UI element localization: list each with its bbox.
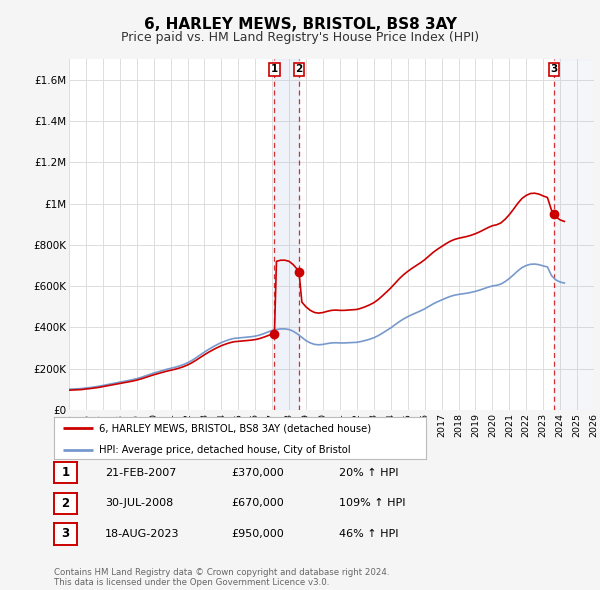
Text: 30-JUL-2008: 30-JUL-2008 (105, 499, 173, 508)
Text: 21-FEB-2007: 21-FEB-2007 (105, 468, 176, 477)
Text: 6, HARLEY MEWS, BRISTOL, BS8 3AY (detached house): 6, HARLEY MEWS, BRISTOL, BS8 3AY (detach… (98, 424, 371, 434)
Text: 20% ↑ HPI: 20% ↑ HPI (339, 468, 398, 477)
Text: 18-AUG-2023: 18-AUG-2023 (105, 529, 179, 539)
Text: 3: 3 (550, 64, 557, 74)
Text: 46% ↑ HPI: 46% ↑ HPI (339, 529, 398, 539)
Text: 1: 1 (61, 466, 70, 479)
Text: £950,000: £950,000 (231, 529, 284, 539)
Text: 6, HARLEY MEWS, BRISTOL, BS8 3AY: 6, HARLEY MEWS, BRISTOL, BS8 3AY (143, 17, 457, 31)
Bar (274, 59, 299, 410)
Text: 1: 1 (271, 64, 278, 74)
Text: £370,000: £370,000 (231, 468, 284, 477)
Bar (554, 59, 594, 410)
Text: 109% ↑ HPI: 109% ↑ HPI (339, 499, 406, 508)
Text: HPI: Average price, detached house, City of Bristol: HPI: Average price, detached house, City… (98, 445, 350, 455)
Text: Price paid vs. HM Land Registry's House Price Index (HPI): Price paid vs. HM Land Registry's House … (121, 31, 479, 44)
Text: 2: 2 (295, 64, 302, 74)
Text: 3: 3 (61, 527, 70, 540)
Text: Contains HM Land Registry data © Crown copyright and database right 2024.
This d: Contains HM Land Registry data © Crown c… (54, 568, 389, 587)
Text: 2: 2 (61, 497, 70, 510)
Text: £670,000: £670,000 (231, 499, 284, 508)
